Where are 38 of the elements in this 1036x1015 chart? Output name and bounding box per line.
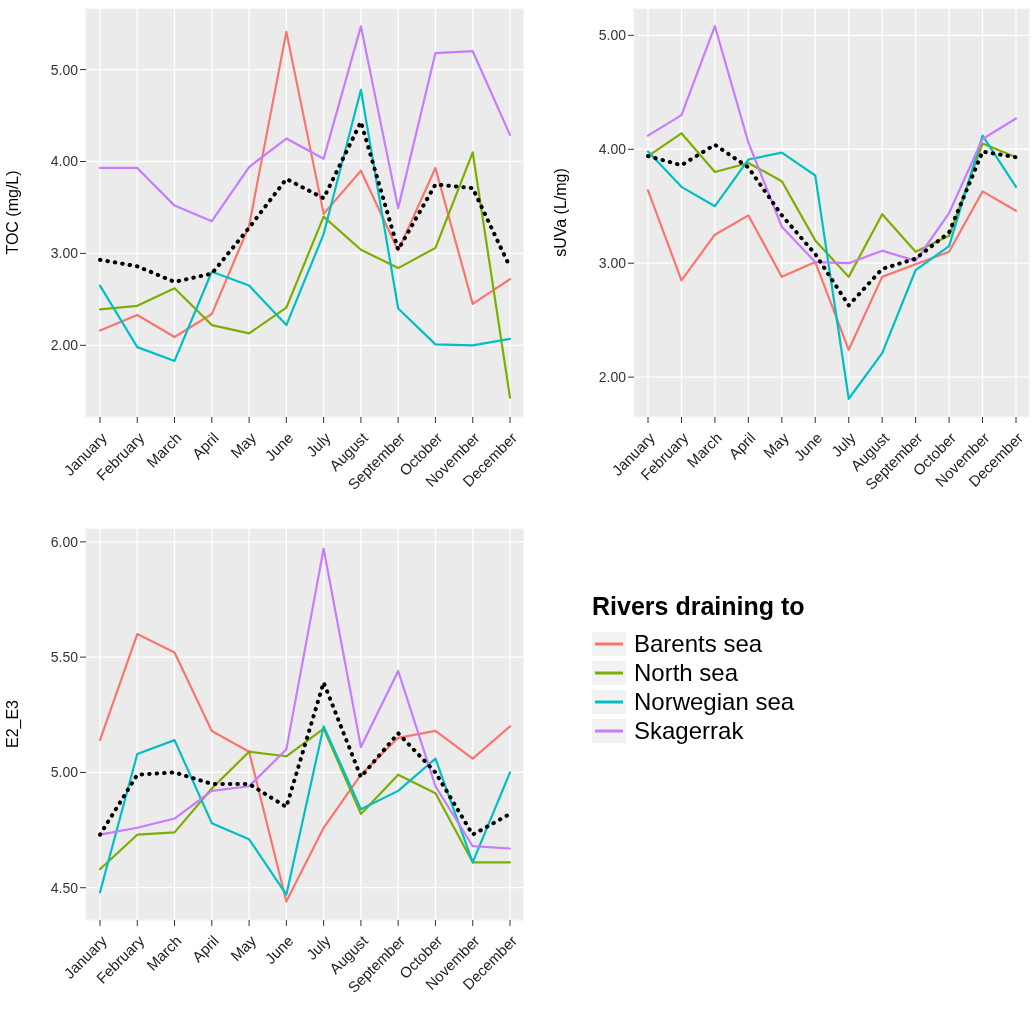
y-axis-title: TOC (mg/L) (3, 170, 21, 255)
line-series (98, 88, 512, 363)
y-tick-label: 4.50 (50, 879, 79, 896)
y-tick-label: 2.00 (50, 337, 79, 354)
line-series (98, 680, 512, 837)
x-tick-label: July (827, 428, 860, 460)
legend-label: North sea (634, 658, 739, 687)
line-series (98, 727, 512, 871)
y-tick-label: 5.00 (598, 27, 627, 44)
line-series (646, 134, 1018, 400)
legend-title: Rivers draining to (592, 592, 805, 621)
line-series (646, 142, 1018, 308)
line-series (98, 632, 512, 903)
y-axis-title: sUVa (L/mg) (551, 168, 569, 257)
y-tick-label: 4.00 (598, 141, 627, 158)
line-series (646, 25, 1018, 265)
x-tick-label: May (759, 428, 793, 462)
legend-label: Norwegian sea (634, 687, 795, 716)
line-series (98, 725, 512, 896)
x-tick-label: July (302, 428, 335, 460)
x-tick-label: May (227, 428, 260, 462)
y-tick-label: 5.00 (50, 764, 79, 781)
y-tick-label: 2.00 (598, 369, 627, 386)
line-series (98, 151, 512, 399)
line-series (98, 30, 512, 339)
line-series (646, 189, 1018, 351)
y-tick-label: 6.00 (50, 533, 79, 550)
y-tick-label: 3.00 (50, 245, 79, 262)
x-tick-label: May (227, 931, 260, 965)
y-axis-title: E2_E3 (3, 699, 22, 749)
line-series (98, 25, 512, 223)
y-tick-label: 4.00 (50, 153, 79, 170)
legend-label: Barents sea (634, 629, 763, 658)
y-tick-label: 5.00 (50, 61, 79, 78)
legend-label: Skagerrak (634, 716, 744, 745)
y-tick-label: 3.00 (598, 255, 627, 272)
x-tick-label: July (302, 931, 335, 963)
y-tick-label: 5.50 (50, 649, 79, 666)
